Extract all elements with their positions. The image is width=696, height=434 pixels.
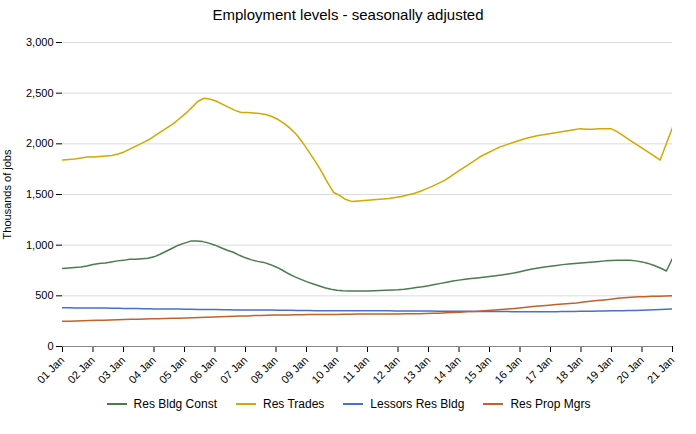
svg-text:14 Jan: 14 Jan bbox=[431, 354, 463, 386]
svg-text:Thousands of jobs: Thousands of jobs bbox=[1, 149, 13, 239]
svg-text:21 Jan: 21 Jan bbox=[645, 354, 677, 386]
html-text:Employment levels - seasonally: Employment levels - seasonally adjusted bbox=[212, 6, 484, 23]
svg-text:1,500: 1,500 bbox=[26, 188, 54, 200]
svg-text:11 Jan: 11 Jan bbox=[340, 354, 371, 385]
html-text:Res Prop Mgrs: Res Prop Mgrs bbox=[510, 397, 591, 411]
svg-text:09 Jan: 09 Jan bbox=[279, 354, 311, 386]
svg-text:13 Jan: 13 Jan bbox=[401, 354, 433, 386]
svg-text:2,000: 2,000 bbox=[26, 137, 54, 149]
html-text:Res Bldg Const: Res Bldg Const bbox=[133, 397, 217, 411]
svg-text:3,000: 3,000 bbox=[26, 36, 54, 48]
svg-text:02 Jan: 02 Jan bbox=[65, 354, 97, 386]
svg-text:20 Jan: 20 Jan bbox=[614, 354, 646, 386]
svg-text:500: 500 bbox=[35, 289, 53, 301]
svg-text:2,500: 2,500 bbox=[26, 87, 54, 99]
svg-text:10 Jan: 10 Jan bbox=[309, 354, 341, 386]
html-text:Lessors Res Bldg: Lessors Res Bldg bbox=[370, 397, 465, 411]
html-text:Res Trades: Res Trades bbox=[263, 397, 325, 411]
svg-text:18 Jan: 18 Jan bbox=[553, 354, 585, 386]
svg-text:0: 0 bbox=[47, 340, 53, 352]
svg-text:08 Jan: 08 Jan bbox=[248, 354, 280, 386]
svg-text:15 Jan: 15 Jan bbox=[462, 354, 494, 386]
svg-text:06 Jan: 06 Jan bbox=[187, 354, 219, 386]
svg-text:17 Jan: 17 Jan bbox=[523, 354, 555, 386]
svg-text:05 Jan: 05 Jan bbox=[157, 354, 189, 386]
svg-text:19 Jan: 19 Jan bbox=[584, 354, 616, 386]
svg-text:1,000: 1,000 bbox=[26, 239, 54, 251]
svg-text:07 Jan: 07 Jan bbox=[218, 354, 250, 386]
svg-text:01 Jan: 01 Jan bbox=[35, 354, 67, 386]
svg-text:12 Jan: 12 Jan bbox=[370, 354, 402, 386]
svg-text:16 Jan: 16 Jan bbox=[492, 354, 524, 386]
svg-text:03 Jan: 03 Jan bbox=[96, 354, 128, 386]
svg-text:04 Jan: 04 Jan bbox=[126, 354, 158, 386]
